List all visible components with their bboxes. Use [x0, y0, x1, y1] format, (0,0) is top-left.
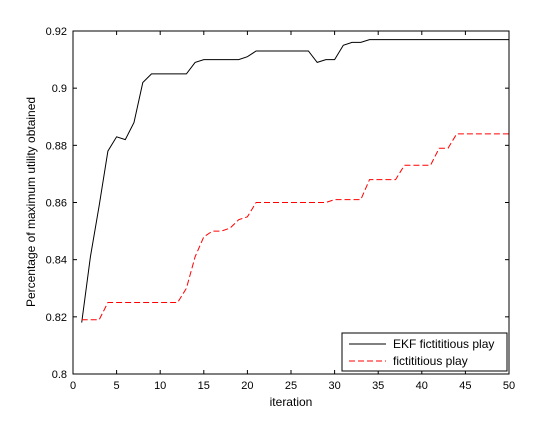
- x-tick-labels: 0 5 10 15 20 25 30 35 40 45 50: [70, 380, 515, 392]
- y-axis-label: Percentage of maximum utility obtained: [24, 97, 38, 307]
- x-tick-label: 20: [241, 380, 253, 392]
- legend-label-fictitious: fictititious play: [393, 354, 468, 368]
- y-tick-label: 0.92: [46, 26, 67, 38]
- series-line-ekf-fictitious-play: [81, 39, 509, 323]
- y-tick-label: 0.88: [46, 140, 67, 152]
- x-tick-label: 50: [503, 380, 515, 392]
- legend-label-ekf: EKF fictititious play: [393, 337, 494, 351]
- x-tick-label: 30: [328, 380, 340, 392]
- plot-frame: [72, 30, 510, 375]
- x-tick-label: 25: [285, 380, 297, 392]
- y-tick-label: 0.9: [52, 83, 67, 95]
- x-tick-label: 5: [114, 380, 120, 392]
- y-tick-label: 0.82: [46, 312, 67, 324]
- legend: EKF fictititious play fictititious play: [341, 332, 508, 372]
- y-tick-labels: 0.8 0.82 0.84 0.86 0.88 0.9 0.92: [46, 26, 67, 381]
- y-tick-label: 0.86: [46, 198, 67, 210]
- series-line-fictitious-play: [81, 133, 509, 321]
- x-axis-label: iteration: [270, 395, 313, 409]
- x-tick-label: 35: [372, 380, 384, 392]
- x-tick-label: 40: [416, 380, 428, 392]
- y-tick-label: 0.8: [52, 369, 67, 381]
- legend-box: [341, 332, 508, 372]
- x-tick-label: 15: [198, 380, 210, 392]
- x-tick-label: 45: [459, 380, 471, 392]
- x-tick-label: 0: [70, 380, 76, 392]
- y-tick-label: 0.84: [46, 255, 67, 267]
- x-tick-label: 10: [154, 380, 166, 392]
- series-layer: [81, 39, 509, 323]
